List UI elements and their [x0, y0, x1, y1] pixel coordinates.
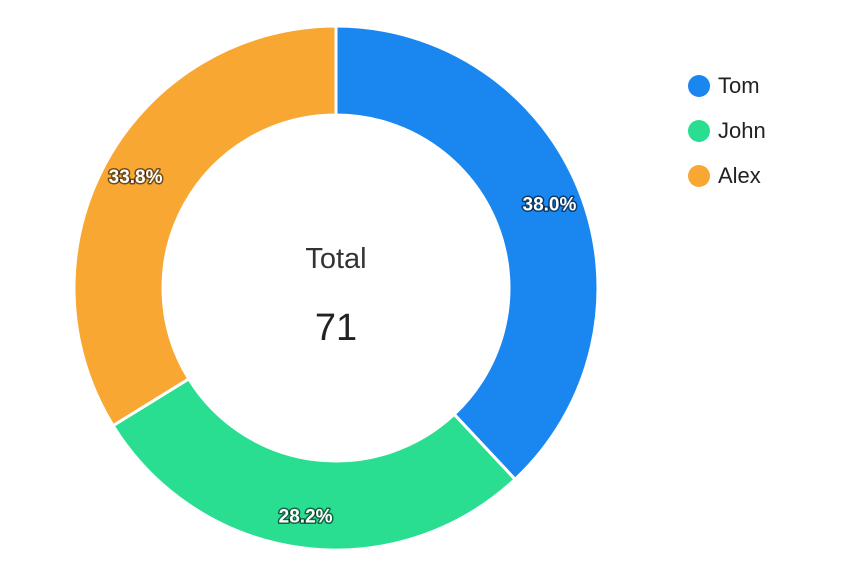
legend-dot-icon [688, 74, 710, 97]
slice-label-alex: 33.8% [109, 167, 163, 188]
legend-item-tom[interactable]: Tom [688, 63, 766, 108]
slice-label-john: 28.2% [279, 506, 333, 527]
legend-label: Tom [718, 72, 760, 98]
labels-group: 38.0% 28.2% 33.8% [107, 166, 578, 529]
legend-dot-icon [688, 119, 710, 142]
slice-alex[interactable] [72, 24, 338, 428]
legend-item-alex[interactable]: Alex [688, 153, 766, 198]
slice-label-tom: 38.0% [523, 195, 577, 216]
legend-label: Alex [718, 162, 761, 188]
center-title: Total [305, 243, 366, 275]
slice-john[interactable] [110, 376, 518, 552]
slice-tom[interactable] [334, 24, 600, 482]
legend: Tom John Alex [688, 63, 766, 198]
legend-item-john[interactable]: John [688, 108, 766, 153]
legend-dot-icon [688, 164, 710, 187]
legend-label: John [718, 117, 766, 143]
slices-group [72, 24, 600, 552]
center-value: 71 [315, 307, 357, 349]
